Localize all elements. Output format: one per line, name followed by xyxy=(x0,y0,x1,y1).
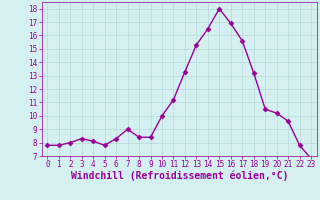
X-axis label: Windchill (Refroidissement éolien,°C): Windchill (Refroidissement éolien,°C) xyxy=(70,171,288,181)
